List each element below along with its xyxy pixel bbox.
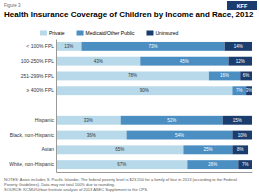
bar: [223, 116, 252, 125]
logo-text: KFF: [237, 3, 248, 9]
legend-item: Private: [40, 30, 65, 36]
legend-label: Uninsured: [155, 30, 178, 36]
y-tick: < 100% FPL: [26, 43, 56, 49]
y-axis: < 100% FPL 100-250% FPL 251-299% FPL ≥ 400%…: [9, 40, 56, 173]
bar: [56, 72, 209, 81]
y-tick: Asian: [41, 146, 56, 152]
bar: [209, 72, 240, 81]
bar: [127, 131, 233, 140]
data-label: 7%: [242, 162, 249, 167]
legend-item: Uninsured: [146, 30, 178, 36]
plot: 13% 43% 78% 90% 33% 36% 65% 67% 73% 45% 16% 7% 52% 54…: [9, 40, 252, 173]
data-label: 78%: [128, 73, 137, 78]
data-label: 16%: [220, 73, 229, 78]
bars: [56, 42, 252, 169]
data-label: 73%: [149, 44, 158, 49]
legend-swatch: [146, 31, 153, 36]
bar: [56, 86, 232, 95]
bar: [225, 42, 252, 51]
bar: [56, 57, 140, 66]
data-label: 43%: [94, 59, 103, 64]
bar: [140, 57, 228, 66]
figure-label: Figure 3: [4, 3, 21, 8]
chart: Figure 3 KFFHealth Insurance Coverage of …: [0, 0, 259, 194]
bar: [56, 116, 121, 125]
data-label: 65%: [115, 147, 124, 152]
bar: [246, 86, 252, 95]
data-label: 8%: [237, 147, 244, 152]
data-label: 13%: [64, 44, 73, 49]
legend-swatch: [40, 31, 47, 36]
data-label: 10%: [238, 133, 247, 138]
data-label: 6%: [243, 73, 250, 78]
legend: Private Medicaid/Other Public Uninsured: [40, 30, 178, 36]
y-tick-label: ≥ 400% FPL: [27, 87, 55, 93]
bar: [56, 131, 127, 140]
data-label: 33%: [84, 118, 93, 123]
bar: [187, 160, 238, 169]
title: Health Insurance Coverage of Children by…: [4, 10, 254, 19]
data-label: 67%: [117, 162, 126, 167]
y-tick-label: 251-299% FPL: [21, 73, 55, 79]
y-tick-label: 100-250% FPL: [21, 58, 55, 64]
bar: [232, 131, 252, 140]
data-label: 26%: [208, 162, 217, 167]
bar: [238, 160, 252, 169]
bar: [56, 145, 183, 154]
y-tick: ≥ 400% FPL: [27, 87, 56, 93]
y-tick: 100-250% FPL: [21, 58, 56, 64]
bar: [228, 57, 252, 66]
bar: [56, 42, 81, 51]
y-tick-label: Hispanic: [35, 117, 55, 123]
bar: [183, 145, 232, 154]
bar: [56, 160, 187, 169]
data-label: 15%: [233, 118, 242, 123]
data-label: 90%: [140, 88, 149, 93]
y-tick: 251-299% FPL: [21, 73, 56, 79]
legend-label: Medicaid/Other Public: [86, 30, 135, 36]
y-tick: Hispanic: [35, 117, 56, 123]
legend-swatch: [77, 31, 84, 36]
data-label: 45%: [180, 59, 189, 64]
data-labels: 13% 43% 78% 90% 33% 36% 65% 67% 73% 45% 16% 7% 52% 54…: [64, 44, 252, 167]
bar: [121, 116, 223, 125]
data-label: 7%: [236, 88, 243, 93]
y-tick-label: Asian: [41, 146, 54, 152]
x-axis-line: [57, 172, 253, 173]
y-tick: White, non-Hispanic: [9, 161, 56, 167]
logo-box: [227, 1, 257, 10]
data-label: 25%: [203, 147, 212, 152]
bar: [232, 86, 246, 95]
data-label: 12%: [236, 59, 245, 64]
bar: [81, 42, 224, 51]
data-label: 3%: [246, 88, 253, 93]
bar: [232, 145, 248, 154]
data-label: 14%: [234, 44, 243, 49]
data-label: 52%: [167, 118, 176, 123]
y-tick-label: Black, non-Hispanic: [10, 132, 55, 138]
y-tick-label: White, non-Hispanic: [9, 161, 54, 167]
y-axis-line: [56, 40, 57, 173]
notes: NOTES: Asian includes S. Pacific Islande…: [4, 177, 237, 192]
legend-label: Private: [49, 30, 65, 36]
y-tick-label: < 100% FPL: [26, 43, 54, 49]
data-label: 54%: [175, 133, 184, 138]
bar: [240, 72, 252, 81]
x-axis: [57, 172, 253, 173]
legend-item: Medicaid/Other Public: [77, 30, 135, 36]
data-label: 36%: [87, 133, 96, 138]
y-tick: Black, non-Hispanic: [10, 132, 56, 138]
